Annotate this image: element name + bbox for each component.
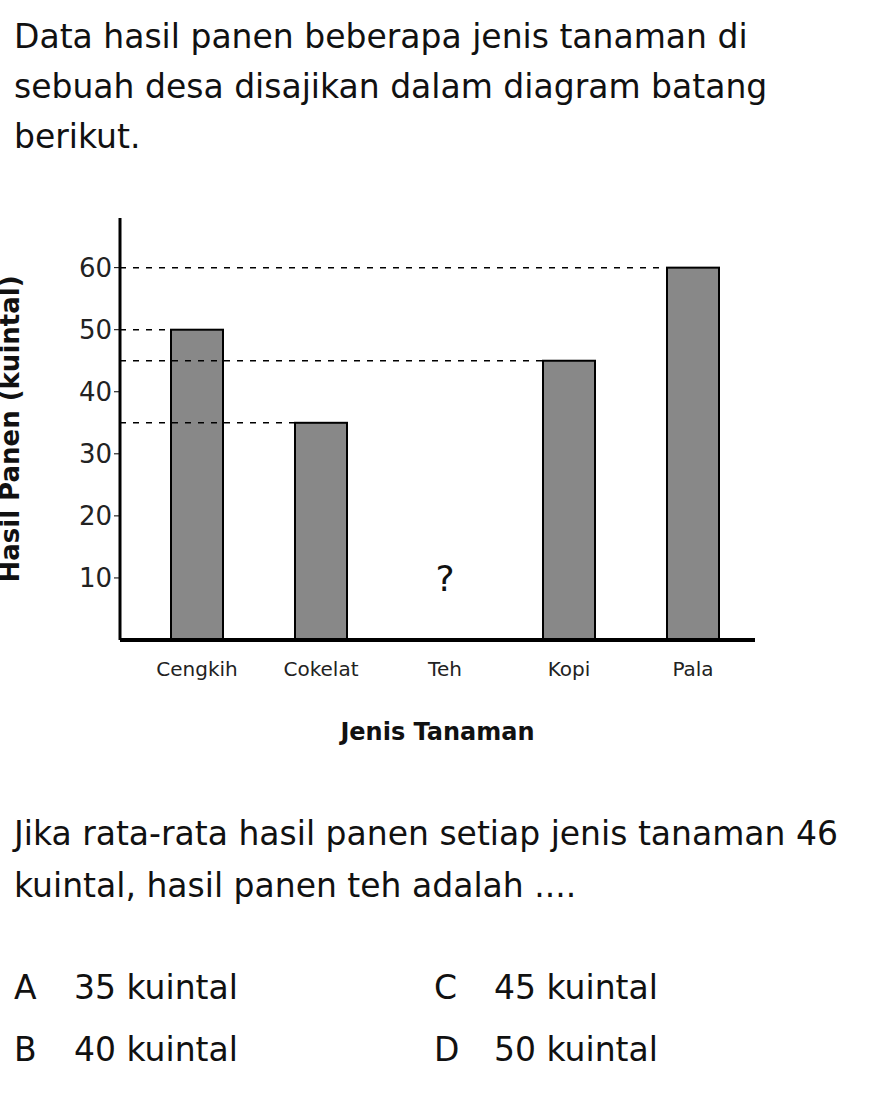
svg-text:10: 10 — [79, 563, 112, 593]
html-text:Jika rata-rata hasil panen set: Jika rata-rata hasil panen setiap jenis … — [14, 814, 838, 905]
svg-text:40: 40 — [79, 377, 112, 407]
html-text:Data hasil panen beberapa jeni: Data hasil panen beberapa jenis tanaman … — [14, 17, 768, 156]
html-text:D: D — [434, 1030, 460, 1069]
html-text:50 kuintal: 50 kuintal — [494, 1030, 658, 1069]
html-text:35 kuintal: 35 kuintal — [74, 968, 238, 1007]
html-text:A: A — [14, 968, 37, 1007]
svg-text:Teh: Teh — [427, 657, 462, 681]
svg-text:30: 30 — [79, 439, 112, 469]
svg-text:?: ? — [435, 558, 454, 599]
svg-text:Cokelat: Cokelat — [283, 657, 358, 681]
svg-text:60: 60 — [79, 253, 112, 283]
svg-text:Jenis Tanaman: Jenis Tanaman — [338, 718, 534, 746]
svg-text:Cengkih: Cengkih — [156, 657, 237, 681]
html-text:40 kuintal: 40 kuintal — [74, 1030, 238, 1069]
svg-text:20: 20 — [79, 501, 112, 531]
html-text:C: C — [434, 968, 457, 1007]
svg-text:Hasil Panen (kuintal): Hasil Panen (kuintal) — [8, 275, 25, 582]
svg-text:Kopi: Kopi — [548, 657, 591, 681]
svg-text:50: 50 — [79, 315, 112, 345]
svg-text:Pala: Pala — [672, 657, 713, 681]
html-text:45 kuintal: 45 kuintal — [494, 968, 658, 1007]
html-text:B: B — [14, 1030, 37, 1069]
